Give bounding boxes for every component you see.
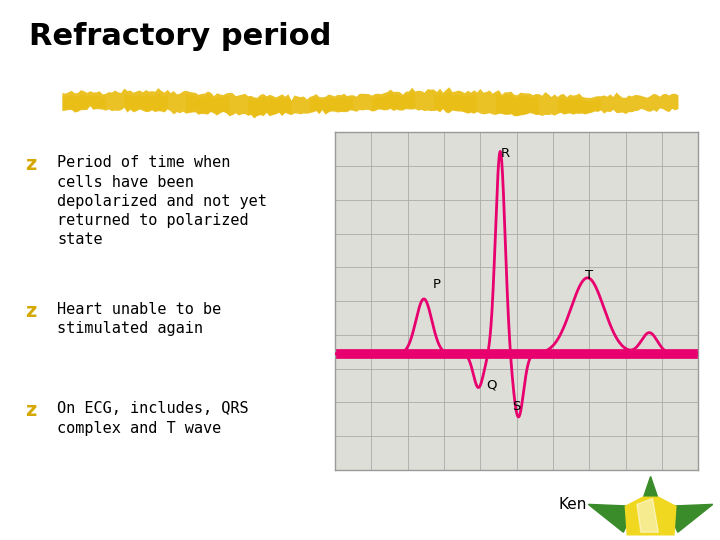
Polygon shape: [637, 498, 658, 532]
Text: S: S: [513, 400, 521, 413]
Text: P: P: [433, 278, 441, 291]
Text: T: T: [585, 269, 593, 282]
Text: Refractory period: Refractory period: [29, 22, 331, 51]
Polygon shape: [639, 476, 662, 511]
Text: Ken: Ken: [559, 497, 587, 512]
Polygon shape: [625, 497, 676, 535]
Text: Period of time when
cells have been
depolarized and not yet
returned to polarize: Period of time when cells have been depo…: [58, 156, 267, 247]
Text: z: z: [24, 302, 36, 321]
Polygon shape: [588, 504, 635, 532]
Text: Heart unable to be
stimulated again: Heart unable to be stimulated again: [58, 302, 222, 336]
Text: z: z: [24, 156, 36, 174]
Text: Q: Q: [486, 379, 496, 392]
Text: R: R: [501, 147, 510, 160]
Polygon shape: [666, 504, 713, 532]
Text: On ECG, includes, QRS
complex and T wave: On ECG, includes, QRS complex and T wave: [58, 401, 249, 436]
Text: z: z: [24, 401, 36, 420]
